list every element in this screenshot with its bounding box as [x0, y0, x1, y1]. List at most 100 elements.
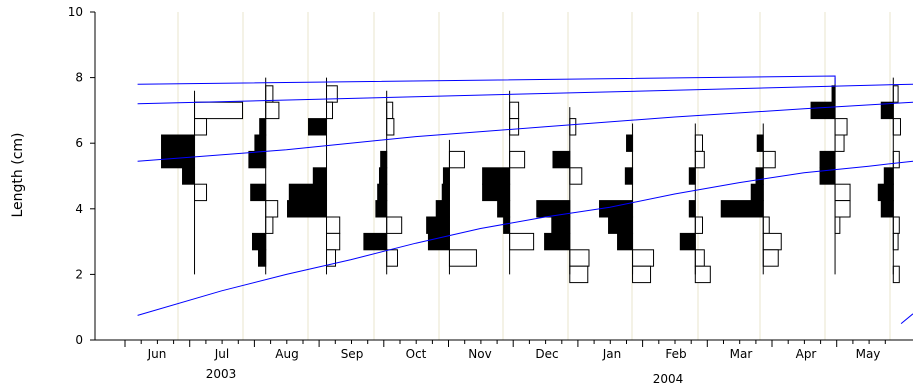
sample-apr — [720, 123, 782, 275]
histogram-bar-open — [892, 118, 901, 136]
growth-curve-layer — [137, 75, 913, 324]
histogram-bar-open — [509, 150, 526, 169]
y-tick-label: 2 — [75, 267, 83, 281]
histogram-bar-open — [194, 101, 244, 120]
y-tick-label: 0 — [75, 333, 83, 347]
histogram-bar-filled — [503, 216, 511, 234]
histogram-bar-open — [265, 200, 279, 218]
histogram-bar-filled — [377, 183, 388, 202]
sample-aug — [287, 77, 341, 275]
axis-layer: 0 2 4 6 8 10 Jun Jul Aug Sep Oct Nov Dec Jan Feb Mar Apr… — [68, 5, 913, 386]
histogram-bar-filled — [626, 134, 634, 152]
histogram-bar-filled — [688, 167, 696, 185]
histogram-bar-open — [892, 85, 899, 103]
histogram-bar-filled — [363, 232, 388, 251]
x-tick-label-oct: Oct — [406, 347, 427, 361]
histogram-bar-open — [694, 134, 704, 152]
histogram-bar-filled — [810, 101, 836, 120]
histogram-bar-filled — [880, 101, 894, 120]
sample-nov — [482, 90, 535, 275]
histogram-bar-open — [194, 118, 208, 136]
histogram-bar-filled — [617, 232, 634, 251]
histogram-bar-filled — [497, 200, 511, 218]
histogram-bar-open — [509, 232, 535, 251]
histogram-bar-open — [569, 167, 583, 185]
histogram-bar-open — [386, 118, 395, 136]
histogram-bar-filled — [482, 183, 511, 202]
histogram-bar-open — [265, 216, 274, 234]
histogram-bar-open — [892, 232, 899, 251]
x-tick-label-dec: Dec — [535, 347, 558, 361]
histogram-bar-filled — [880, 200, 894, 218]
histogram-bar-open — [448, 150, 465, 169]
histogram-bar-filled — [287, 200, 328, 218]
histogram-bar-filled — [250, 183, 267, 202]
histogram-bar-filled — [750, 183, 764, 202]
histogram-bar-open — [326, 101, 334, 120]
histogram-bar-open — [569, 249, 590, 267]
histogram-bar-open — [834, 183, 851, 202]
histogram-bar-filled — [248, 150, 267, 169]
histogram-bar-open — [265, 101, 280, 120]
histogram-bar-filled — [259, 118, 267, 136]
sample-jan — [599, 123, 655, 284]
histogram-bar-filled — [161, 150, 196, 169]
histogram-bar-open — [694, 150, 705, 169]
histogram-bar-filled — [482, 167, 511, 185]
histogram-bar-filled — [380, 150, 388, 169]
year-label-2004: 2004 — [653, 372, 684, 386]
histogram-bar-filled — [442, 167, 450, 185]
x-tick-label-nov: Nov — [468, 347, 491, 361]
histogram-bar-filled — [883, 167, 894, 185]
x-tick-label-sep: Sep — [341, 347, 364, 361]
histogram-bar-open — [386, 101, 394, 120]
histogram-bar-open — [448, 249, 477, 267]
histogram-bar-open — [265, 85, 274, 103]
sample-oct — [426, 139, 477, 275]
histogram-bar-filled — [254, 134, 267, 152]
histogram-bar-open — [892, 150, 900, 169]
histogram-bar-open — [326, 216, 341, 234]
y-axis-title: Length (cm) — [10, 133, 26, 218]
x-tick-label-feb: Feb — [665, 347, 686, 361]
y-tick-label: 6 — [75, 136, 83, 150]
histogram-bar-open — [834, 216, 841, 234]
histogram-bar-filled — [544, 232, 571, 251]
histogram-bar-filled — [536, 200, 571, 218]
histogram-bar-filled — [552, 150, 571, 169]
x-tick-label-jun: Jun — [147, 347, 167, 361]
histogram-bar-filled — [608, 216, 634, 234]
histogram-bar-filled — [288, 183, 328, 202]
histogram-bar-open — [762, 216, 770, 234]
growth-curve-4 — [137, 160, 913, 316]
histogram-bar-filled — [720, 200, 764, 218]
histogram-bar-filled — [161, 134, 196, 152]
histogram-bar-filled — [441, 183, 450, 202]
histogram-bar-open — [632, 249, 655, 267]
histogram-bar-open — [194, 183, 208, 202]
histogram-bar-open — [694, 216, 704, 234]
histogram-bar-filled — [182, 167, 196, 185]
histogram-bar-filled — [624, 167, 634, 185]
histogram-bar-open — [569, 118, 577, 136]
histogram-bar-filled — [257, 249, 267, 267]
sample-apr — [810, 77, 851, 275]
histogram-bar-open — [892, 216, 900, 234]
histogram-bar-open — [762, 150, 776, 169]
sample-sep — [363, 90, 403, 275]
histogram-bar-filled — [312, 167, 328, 185]
histogram-bar-filled — [877, 183, 894, 202]
histogram-bar-open — [386, 249, 398, 267]
histogram-bar-filled — [378, 167, 388, 185]
histogram-bar-filled — [756, 134, 764, 152]
histogram-bar-open — [569, 265, 589, 284]
histogram-bar-open — [509, 101, 520, 120]
histogram-bar-open — [834, 200, 851, 218]
histogram-bar-filled — [551, 216, 571, 234]
sample-feb — [679, 123, 711, 284]
histogram-bar-open — [632, 265, 652, 284]
histogram-bar-open — [386, 216, 403, 234]
histogram-bar-filled — [375, 200, 388, 218]
histogram-bar-open — [834, 118, 848, 136]
